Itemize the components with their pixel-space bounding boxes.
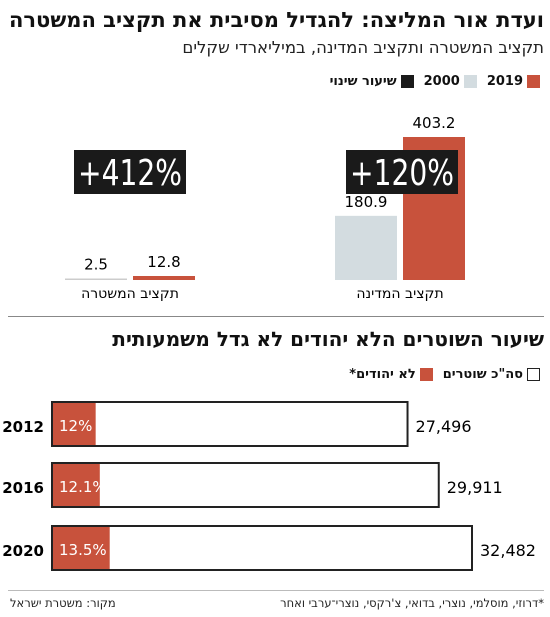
police-chart: 12% 27,496 2012 12.1% 29,911 2016 13.5% 32,482 2… [2, 401, 536, 571]
legend-label-nonjewish: לא יהודים* [349, 367, 416, 382]
footer-divider [8, 590, 544, 591]
total-label-2012: 27,496 [416, 417, 472, 436]
value-label-police-2000: 2.5 [84, 256, 108, 274]
bar-nonjewish-2020 [53, 527, 110, 569]
value-label-police-2019: 12.8 [147, 253, 180, 271]
chart-subtitle: תקציב המשטרה ותקציב המדינה, במיליארדי שק… [182, 38, 544, 57]
category-label-state: תקציב המדינה [356, 286, 443, 302]
legend-item-total: סה"כ שוטרים [443, 367, 540, 382]
bar-police-2019 [133, 276, 195, 280]
total-label-2016: 29,911 [447, 478, 503, 497]
budget-legend: 2019 2000 שיעור שינוי [330, 74, 540, 89]
legend-label-2000: 2000 [423, 74, 460, 89]
legend-swatch-nonjewish [419, 368, 433, 381]
source-note: מקור: משטרת ישראל [10, 596, 116, 610]
year-label-2016: 2016 [2, 479, 44, 497]
bar-total-2012 [51, 401, 409, 447]
category-label-police: תקציב המשטרה [81, 286, 179, 302]
bar-total-2016 [51, 462, 440, 508]
pct-label-2012: 12% [59, 417, 92, 435]
year-label-2020: 2020 [2, 542, 44, 560]
budget-chart: 180.9 403.2 תקציב המדינה +120% 2.5 12.8 תקציב … [65, 114, 465, 302]
legend-swatch-change [400, 75, 414, 88]
year-label-2012: 2012 [2, 418, 44, 436]
change-label-state: +120% [350, 153, 454, 194]
section-divider [8, 316, 544, 317]
legend-swatch-total [527, 368, 540, 381]
pct-label-2016: 12.1% [59, 478, 107, 496]
change-box-state [346, 150, 458, 194]
bar-nonjewish-2016 [53, 464, 100, 506]
legend-item-change: שיעור שינוי [330, 74, 414, 89]
police-legend: סה"כ שוטרים לא יהודים* [349, 367, 540, 382]
legend-item-nonjewish: לא יהודים* [349, 367, 433, 382]
chart-title: ועדת אור המליצה: להגדיל מסיבית את תקציב … [8, 8, 544, 32]
legend-label-change: שיעור שינוי [329, 74, 397, 89]
value-label-state-2000: 180.9 [345, 193, 388, 211]
legend-label-2019: 2019 [486, 74, 523, 89]
bar-total-2020 [51, 525, 473, 571]
footnote: *דרוזי, מוסלמי, נוצרי, בדואי, צ'רקסי, נו… [280, 596, 544, 610]
pct-label-2020: 13.5% [59, 541, 107, 559]
police-section-title: שיעור השוטרים הלא יהודים לא גדל משמעותית [112, 327, 544, 351]
change-label-police: +412% [78, 153, 182, 194]
bar-nonjewish-2012 [53, 403, 96, 445]
legend-item-2019: 2019 [487, 74, 540, 89]
value-label-state-2019: 403.2 [413, 114, 456, 132]
change-box-police [74, 150, 186, 194]
legend-swatch-2019 [527, 75, 540, 88]
bar-state-2000 [335, 215, 397, 280]
total-label-2020: 32,482 [480, 541, 536, 560]
legend-swatch-2000 [463, 75, 477, 88]
legend-label-total: סה"כ שוטרים [442, 367, 523, 382]
legend-item-2000: 2000 [424, 74, 477, 89]
bar-police-2000 [65, 278, 127, 280]
